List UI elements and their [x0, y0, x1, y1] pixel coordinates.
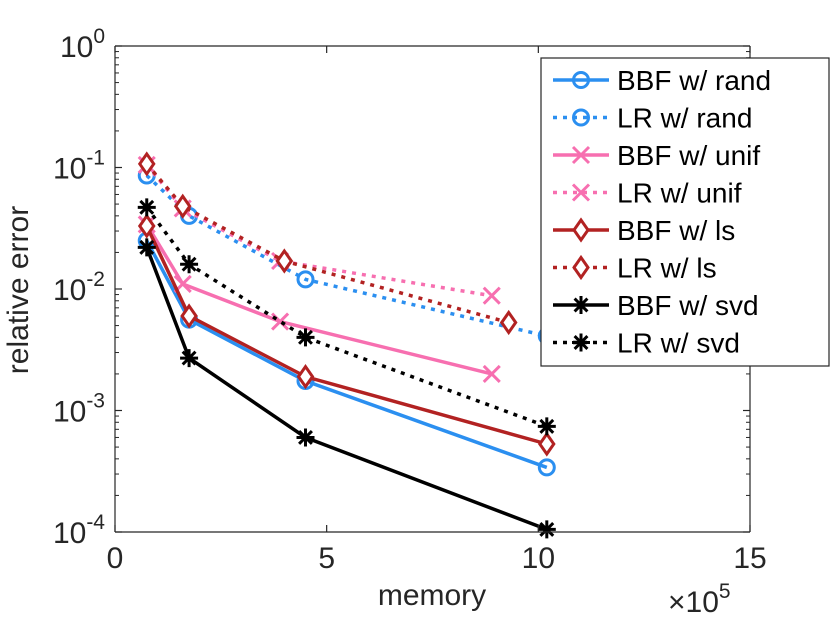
legend-entry-lr-w-unif: LR w/ unif [553, 178, 742, 209]
y-axis-label: relative error [2, 206, 35, 374]
series-line-bbf-w-ls [145, 225, 548, 446]
series-lr-w-svd [137, 198, 556, 436]
legend-marker [572, 108, 590, 127]
data-point-bbf-w-rand [537, 458, 556, 477]
legend-marker [571, 183, 591, 202]
data-point-lr-w-svd [296, 328, 315, 347]
data-point-bbf-w-ls [296, 364, 315, 390]
data-point-lr-w-ls [173, 193, 192, 219]
y-tick-label: 10-4 [53, 511, 105, 550]
legend-entry-lr-w-ls: LR w/ ls [553, 253, 717, 284]
data-point-bbf-w-ls [180, 303, 198, 329]
x-multiplier: ×105 [668, 580, 731, 619]
y-tick-label: 10-3 [53, 390, 105, 429]
y-tick-label: 100 [60, 25, 105, 64]
data-point-bbf-w-svd [180, 349, 199, 368]
data-point-bbf-w-unif [482, 364, 501, 383]
legend-marker [572, 217, 590, 243]
series-layer [137, 151, 556, 539]
data-point-bbf-w-svd [137, 238, 156, 257]
legend-entry-lr-w-svd: LR w/ svd [553, 328, 740, 359]
x-tick-label: 15 [733, 542, 766, 575]
legend-label: LR w/ ls [617, 253, 717, 284]
x-multiplier-exponent: 5 [719, 580, 731, 603]
y-tick-label: 10-1 [53, 147, 105, 186]
legend-entry-bbf-w-unif: BBF w/ unif [553, 140, 760, 171]
series-bbf-w-ls [137, 213, 556, 457]
x-axis-label: memory [378, 579, 486, 612]
x-tick-label: 0 [107, 542, 124, 575]
legend-marker [572, 296, 590, 314]
legend-label: BBF w/ rand [617, 65, 771, 96]
series-line-lr-w-ls [145, 162, 510, 325]
legend-label: BBF w/ unif [617, 140, 760, 171]
data-point-lr-w-ls [137, 151, 156, 177]
data-point-lr-w-svd [537, 417, 556, 436]
legend: BBF w/ rand LR w/ rand BBF w/ unif LR w/ un… [540, 57, 830, 367]
legend-box [540, 57, 830, 367]
data-point-lr-w-unif [482, 286, 501, 305]
x-multiplier-base: ×10 [668, 586, 719, 619]
legend-marker [572, 71, 590, 89]
x-tick-label: 10 [522, 542, 555, 575]
legend-label: BBF w/ svd [617, 290, 759, 321]
data-point-bbf-w-ls [137, 213, 156, 239]
data-point-bbf-w-svd [537, 520, 556, 539]
series-line-bbf-w-svd [145, 246, 548, 532]
legend-marker [571, 145, 591, 165]
x-tick-label: 5 [318, 542, 335, 575]
legend-marker [572, 254, 590, 281]
data-point-bbf-w-ls [537, 431, 556, 457]
series-bbf-w-svd [137, 238, 556, 539]
data-point-lr-w-ls [499, 309, 518, 336]
legend-entry-bbf-w-svd: BBF w/ svd [553, 290, 759, 321]
legend-entry-bbf-w-ls: BBF w/ ls [553, 215, 735, 246]
data-point-lr-w-svd [180, 255, 199, 274]
legend-label: LR w/ svd [617, 328, 740, 359]
legend-marker [572, 333, 590, 352]
legend-entry-lr-w-rand: LR w/ rand [553, 103, 752, 134]
legend-label: BBF w/ ls [617, 215, 735, 246]
y-tick-label: 10-2 [53, 268, 105, 307]
axes: 0 5 10 15 10-4 10-3 10-2 10-1 100 [53, 25, 767, 575]
data-point-bbf-w-svd [296, 428, 315, 447]
data-point-lr-w-svd [137, 198, 156, 217]
legend-label: LR w/ rand [617, 103, 752, 134]
data-point-lr-w-ls [275, 248, 294, 274]
legend-label: LR w/ unif [617, 178, 742, 209]
series-lr-w-ls [137, 151, 518, 336]
axis-labels: memory relative error ×105 [2, 206, 731, 619]
series-line-lr-w-unif [145, 163, 493, 298]
series-line-bbf-w-unif [145, 223, 493, 376]
legend-entry-bbf-w-rand: BBF w/ rand [553, 65, 771, 96]
data-point-lr-w-rand [296, 270, 315, 289]
series-line-bbf-w-rand [145, 239, 548, 470]
